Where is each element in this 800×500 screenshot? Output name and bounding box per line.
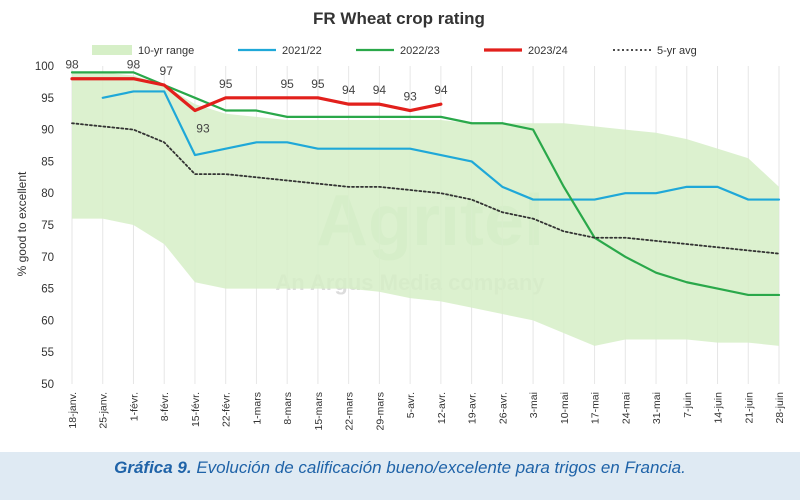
figure-caption: Gráfica 9. Evolución de calificación bue… bbox=[0, 458, 800, 478]
x-tick-label-8-f-vr: 8-févr. bbox=[159, 392, 171, 421]
data-label-5-avr: 93 bbox=[403, 90, 417, 104]
y-tick-label-90: 90 bbox=[41, 125, 54, 137]
data-labels: 98 98 97 93 95 95 95 94 94 93 94 bbox=[65, 58, 448, 136]
data-label-8-mars: 95 bbox=[280, 77, 294, 91]
data-label-18-janv: 98 bbox=[65, 58, 79, 72]
data-label-1-f-vr: 98 bbox=[127, 58, 141, 72]
y-tick-label-85: 85 bbox=[41, 156, 54, 168]
data-label-22-f-vr: 95 bbox=[219, 77, 233, 91]
x-tick-label-19-avr: 19-avr. bbox=[467, 392, 479, 424]
data-label-8-f-vr: 97 bbox=[160, 64, 174, 78]
legend-swatch-10-yr-range bbox=[92, 45, 132, 55]
x-tick-label-1-mars: 1-mars bbox=[251, 392, 263, 425]
x-axis: 18-janv. 25-janv. 1-févr. 8-févr. 15-févr. 22… bbox=[67, 392, 786, 431]
x-tick-label-1-f-vr: 1-févr. bbox=[128, 392, 140, 421]
y-tick-label-60: 60 bbox=[41, 315, 54, 327]
y-axis-label: % good to excellent bbox=[15, 171, 29, 276]
data-label-12-avr: 94 bbox=[434, 83, 448, 97]
x-tick-label-10-mai: 10-mai bbox=[559, 392, 571, 424]
x-tick-label-26-avr: 26-avr. bbox=[497, 392, 509, 424]
x-tick-label-21-juin: 21-juin bbox=[743, 392, 755, 424]
x-tick-label-15-f-vr: 15-févr. bbox=[190, 392, 202, 427]
legend-label-2022-23: 2022/23 bbox=[400, 45, 440, 57]
x-tick-label-3-mai: 3-mai bbox=[528, 392, 540, 418]
caption-bar bbox=[0, 452, 800, 500]
y-tick-label-100: 100 bbox=[35, 61, 54, 73]
y-axis: 50 55 60 65 70 75 80 85 90 95 100 bbox=[35, 61, 54, 391]
x-tick-label-18-janv: 18-janv. bbox=[67, 392, 79, 429]
x-tick-label-8-mars: 8-mars bbox=[282, 392, 294, 425]
y-tick-label-80: 80 bbox=[41, 188, 54, 200]
x-tick-label-14-juin: 14-juin bbox=[713, 392, 725, 424]
x-tick-label-24-mai: 24-mai bbox=[620, 392, 632, 424]
y-tick-label-95: 95 bbox=[41, 93, 54, 105]
y-tick-label-75: 75 bbox=[41, 220, 54, 232]
chart-title: FR Wheat crop rating bbox=[313, 9, 485, 28]
chart-series bbox=[70, 71, 781, 297]
series-line-5-yr-avg bbox=[71, 122, 780, 255]
caption-prefix: Gráfica 9. bbox=[114, 458, 192, 477]
range-area bbox=[72, 72, 779, 346]
data-label-15-mars: 95 bbox=[311, 77, 325, 91]
data-label-22-mars: 94 bbox=[342, 83, 356, 97]
x-tick-label-12-avr: 12-avr. bbox=[436, 392, 448, 424]
series-line-2021-22 bbox=[101, 90, 781, 201]
x-tick-label-7-juin: 7-juin bbox=[682, 392, 694, 418]
y-tick-label-65: 65 bbox=[41, 284, 54, 296]
legend-label-2023-24: 2023/24 bbox=[528, 45, 568, 57]
series-line-2022-23 bbox=[70, 71, 781, 297]
legend-label-5-yr-avg: 5-yr avg bbox=[657, 45, 697, 57]
x-tick-label-22-f-vr: 22-févr. bbox=[221, 392, 233, 427]
data-label-15-f-vr: 93 bbox=[196, 122, 210, 136]
x-tick-label-28-juin: 28-juin bbox=[774, 392, 786, 424]
x-tick-label-31-mai: 31-mai bbox=[651, 392, 663, 424]
wheat-rating-chart: AgritelAn Argus Media company 9898979395… bbox=[15, 9, 786, 431]
x-tick-label-22-mars: 22-mars bbox=[344, 392, 356, 431]
x-tick-label-25-janv: 25-janv. bbox=[98, 392, 110, 429]
x-tick-label-17-mai: 17-mai bbox=[590, 392, 602, 424]
x-tick-label-15-mars: 15-mars bbox=[313, 392, 325, 431]
caption-text: Evolución de calificación bueno/excelent… bbox=[191, 458, 686, 477]
data-label-29-mars: 94 bbox=[373, 83, 387, 97]
chart-legend: 10-yr range 2021/22 2022/23 2023/24 5-yr avg bbox=[92, 45, 697, 57]
y-tick-label-50: 50 bbox=[41, 379, 54, 391]
legend-label-10-yr-range: 10-yr range bbox=[138, 45, 194, 57]
ten-year-range-band bbox=[72, 72, 779, 346]
x-tick-label-29-mars: 29-mars bbox=[374, 392, 386, 431]
y-tick-label-55: 55 bbox=[41, 347, 54, 359]
legend-label-2021-22: 2021/22 bbox=[282, 45, 322, 57]
y-tick-label-70: 70 bbox=[41, 252, 54, 264]
series-line-2023-24 bbox=[70, 77, 443, 113]
x-tick-label-5-avr: 5-avr. bbox=[405, 392, 417, 418]
